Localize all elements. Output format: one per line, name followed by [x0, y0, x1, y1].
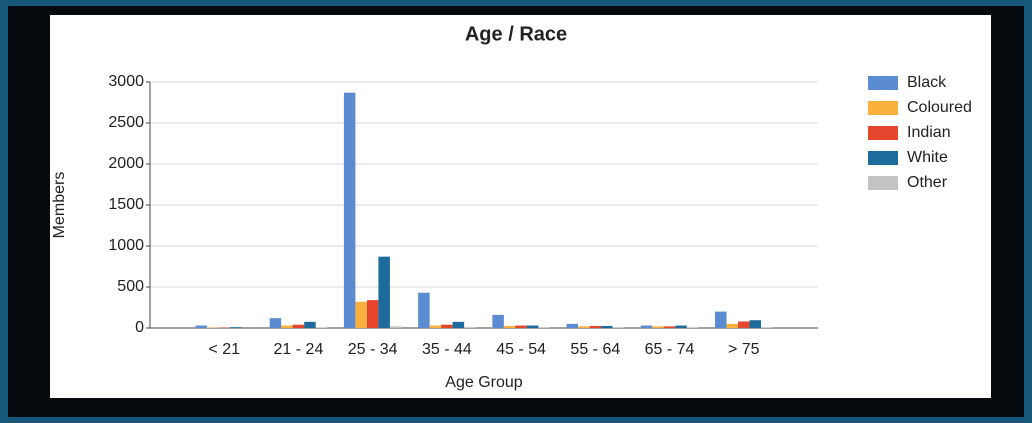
- bar: [429, 325, 442, 328]
- bar: [589, 325, 602, 328]
- y-tick-label: 2000: [108, 155, 144, 172]
- legend-label: Indian: [907, 124, 951, 141]
- x-tick-label: 25 - 34: [348, 341, 398, 358]
- x-tick-label: 65 - 74: [645, 341, 695, 358]
- x-axis-label: Age Group: [445, 374, 522, 391]
- y-tick-label: 1000: [108, 237, 144, 254]
- legend-swatch: [868, 101, 898, 115]
- bar: [492, 314, 504, 328]
- bar: [726, 323, 739, 328]
- x-tick-label: 55 - 64: [570, 341, 620, 358]
- bar: [195, 325, 207, 328]
- y-tick-label: 500: [117, 278, 144, 295]
- y-tick-label: 2500: [108, 114, 144, 131]
- bar: [418, 292, 430, 328]
- bar: [464, 327, 476, 328]
- bar: [663, 326, 676, 328]
- y-tick-label: 3000: [108, 73, 144, 90]
- bar: [281, 325, 293, 328]
- y-tick-label: 0: [135, 319, 144, 336]
- bar: [389, 326, 402, 328]
- bar: [578, 326, 590, 328]
- legend-swatch: [868, 176, 898, 190]
- x-tick-label: 21 - 24: [274, 341, 324, 358]
- x-tick-label: 35 - 44: [422, 341, 472, 358]
- chart-title: Age / Race: [465, 23, 567, 45]
- bar: [652, 326, 664, 328]
- legend-swatch: [868, 126, 898, 140]
- bar: [566, 323, 579, 328]
- legend-label: Other: [907, 174, 948, 191]
- bar: [761, 327, 773, 328]
- x-tick-label: < 21: [208, 341, 240, 358]
- bar: [749, 320, 762, 328]
- legend-label: Coloured: [907, 99, 972, 116]
- bar: [538, 327, 550, 328]
- bar: [366, 300, 379, 328]
- x-tick-label: 45 - 54: [496, 341, 546, 358]
- bar: [441, 324, 453, 328]
- y-tick-label: 1500: [108, 196, 144, 213]
- legend-swatch: [868, 76, 898, 90]
- x-tick-label: > 75: [728, 341, 760, 358]
- bar: [601, 325, 613, 328]
- legend-swatch: [868, 151, 898, 165]
- bar: [378, 256, 390, 328]
- bar: [640, 325, 653, 328]
- bar: [269, 318, 282, 328]
- legend-label: White: [907, 149, 948, 166]
- bar: [343, 92, 356, 328]
- bar: [738, 321, 750, 328]
- bar: [229, 327, 242, 328]
- bar: [515, 325, 527, 328]
- legend-label: Black: [907, 74, 947, 91]
- bar: [612, 327, 625, 328]
- bar: [526, 325, 539, 328]
- bar: [503, 325, 516, 328]
- bar: [292, 324, 305, 328]
- bar: [715, 311, 727, 328]
- bar: [304, 321, 316, 328]
- y-axis-label: Members: [51, 172, 68, 239]
- bar: [452, 321, 465, 328]
- chart: Age / Race Age Group Members 0 500 1000 150…: [50, 15, 991, 398]
- bar: [355, 301, 367, 328]
- bar: [675, 325, 687, 328]
